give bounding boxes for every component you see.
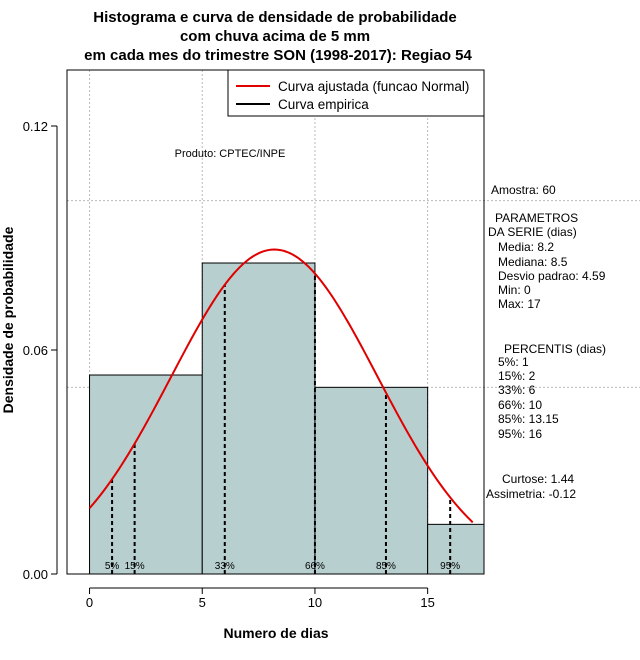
- x-tick-label: 5: [199, 595, 206, 610]
- y-tick-label: 0.00: [23, 567, 48, 582]
- stat-curtose: Curtose: 1.44: [502, 472, 574, 486]
- stats-panel: Amostra: 60 PARAMETROS DA SERIE (dias) M…: [486, 183, 606, 501]
- stat-assimetria: Assimetria: -0.12: [486, 487, 576, 501]
- histogram-bar: [201, 262, 316, 575]
- x-axis: 0 5 10 15: [86, 587, 435, 610]
- stat-percentis-title: PERCENTIS (dias): [504, 342, 606, 356]
- title-line-3: em cada mes do trimestre SON (1998-2017)…: [84, 47, 472, 64]
- stat-parametros-subtitle: DA SERIE (dias): [488, 225, 577, 239]
- percentile-label: 33%: [215, 561, 235, 572]
- fitted-normal-curve: [88, 248, 474, 524]
- x-tick-label: 10: [308, 595, 322, 610]
- percentile-label: 95%: [440, 561, 460, 572]
- y-tick-label: 0.06: [23, 343, 48, 358]
- y-axis-label: Densidade de probabilidade: [0, 226, 16, 413]
- stat-p5: 5%: 1: [498, 355, 529, 369]
- title-line-1: Histograma e curva de densidade de proba…: [93, 9, 456, 26]
- y-tick-label: 0.12: [23, 119, 48, 134]
- percentile-lines: [111, 273, 452, 574]
- x-tick-label: 0: [86, 595, 93, 610]
- percentile-label: 5%: [105, 561, 120, 572]
- stat-parametros-title: PARAMETROS: [495, 211, 578, 225]
- stat-desvio: Desvio padrao: 4.59: [498, 269, 606, 283]
- x-tick-label: 15: [420, 595, 434, 610]
- stat-min: Min: 0: [498, 283, 531, 297]
- stat-mediana: Mediana: 8.5: [498, 255, 568, 269]
- stat-p85: 85%: 13.15: [498, 412, 559, 426]
- chart-title: Histograma e curva de densidade de proba…: [84, 9, 472, 64]
- stat-p15: 15%: 2: [498, 369, 536, 383]
- stat-amostra: Amostra: 60: [491, 183, 556, 197]
- y-axis: 0.00 0.06 0.12: [23, 119, 58, 582]
- legend-fitted-label: Curva ajustada (funcao Normal): [278, 79, 469, 94]
- percentile-labels: 5% 15% 33% 66% 85% 95%: [105, 561, 460, 572]
- percentile-label: 85%: [376, 561, 396, 572]
- stat-p66: 66%: 10: [498, 398, 542, 412]
- percentile-label: 15%: [125, 561, 145, 572]
- legend: Curva ajustada (funcao Normal) Curva emp…: [227, 69, 485, 117]
- stat-media: Media: 8.2: [498, 240, 554, 254]
- x-axis-label: Numero de dias: [223, 625, 328, 641]
- product-annotation: Produto: CPTEC/INPE: [175, 148, 286, 160]
- legend-empirical-label: Curva empirica: [278, 97, 369, 112]
- histogram-bar: [89, 374, 203, 575]
- stat-p95: 95%: 16: [498, 427, 542, 441]
- stat-p33: 33%: 6: [498, 383, 536, 397]
- legend-box: [227, 69, 485, 117]
- histogram-bar: [314, 386, 429, 575]
- title-line-2: com chuva acima de 5 mm: [180, 28, 370, 45]
- percentile-label: 66%: [305, 561, 325, 572]
- stat-max: Max: 17: [498, 297, 541, 311]
